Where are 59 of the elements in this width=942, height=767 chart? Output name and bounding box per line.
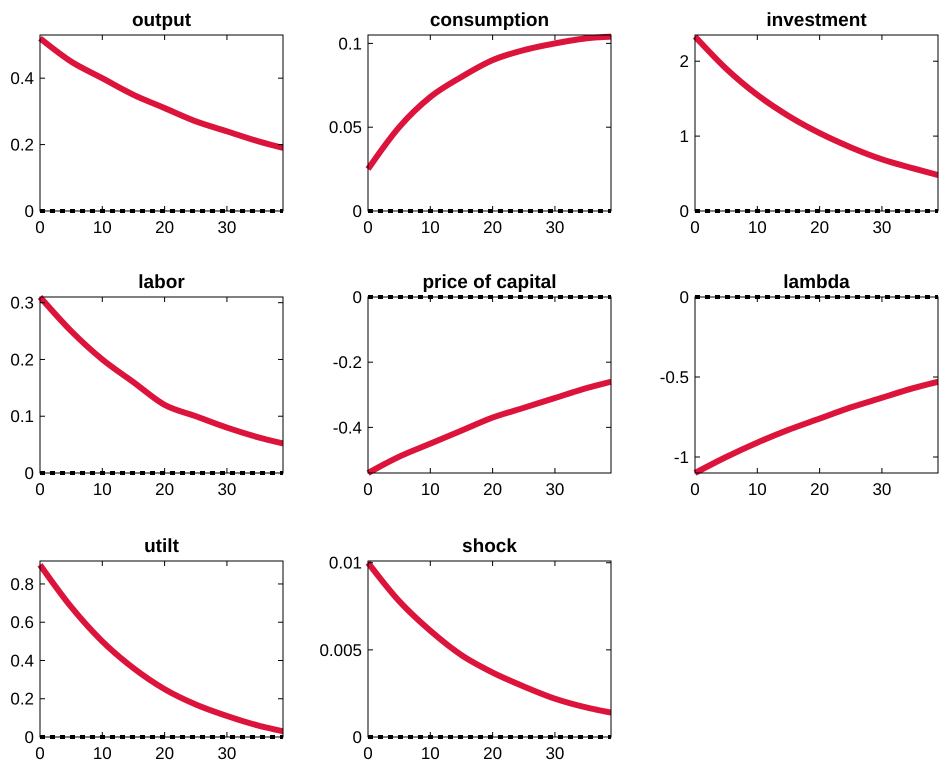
y-tick-label: 0.2 — [10, 350, 34, 370]
y-tick-label: 0 — [24, 202, 34, 221]
y-tick-label: 0 — [352, 288, 362, 307]
y-tick-label: 1 — [680, 127, 689, 146]
chart-title: consumption — [430, 10, 550, 31]
y-tick-label: -1 — [674, 448, 689, 467]
y-tick-label: 0.4 — [10, 651, 34, 670]
x-tick-label: 20 — [483, 218, 502, 237]
y-tick-label: 0.2 — [10, 136, 34, 155]
chart-title: utilt — [144, 536, 180, 557]
x-tick-label: 10 — [420, 744, 440, 763]
y-tick-label: -0.2 — [332, 353, 362, 372]
chart-title: shock — [462, 536, 518, 557]
y-tick-label: 0 — [680, 202, 689, 221]
chart-title: investment — [766, 10, 868, 31]
chart-title: price of capital — [422, 272, 557, 293]
y-tick-label: 2 — [680, 52, 689, 72]
x-tick-label: 20 — [483, 480, 502, 499]
x-tick-label: 20 — [155, 480, 174, 499]
y-tick-label: 0.6 — [10, 613, 34, 632]
y-tick-label: 0.05 — [328, 118, 362, 138]
x-tick-label: 30 — [545, 218, 564, 237]
x-tick-label: 30 — [545, 480, 564, 499]
y-tick-label: 0.4 — [10, 69, 34, 88]
x-tick-label: 10 — [420, 218, 440, 237]
x-tick-label: 20 — [155, 218, 174, 237]
y-tick-label: 0.1 — [338, 34, 362, 54]
x-tick-label: 30 — [872, 218, 892, 237]
x-tick-label: 10 — [92, 480, 112, 499]
x-tick-label: 30 — [217, 744, 236, 763]
y-tick-label: 0.8 — [10, 574, 34, 594]
x-tick-label: 30 — [545, 744, 564, 763]
x-tick-label: 20 — [810, 480, 830, 499]
y-tick-label: 0.2 — [10, 690, 34, 709]
x-tick-label: 10 — [748, 480, 767, 499]
x-tick-label: 30 — [217, 480, 236, 499]
y-tick-label: 0 — [24, 728, 34, 747]
chart-title: output — [132, 10, 192, 31]
y-tick-label: 0.1 — [10, 407, 34, 426]
x-tick-label: 30 — [872, 480, 892, 499]
y-tick-label: -0.4 — [332, 418, 362, 438]
y-tick-label: 0.01 — [328, 554, 362, 573]
y-tick-label: 0.3 — [10, 294, 34, 313]
x-tick-label: 20 — [810, 218, 830, 237]
x-tick-label: 10 — [420, 480, 440, 499]
x-tick-label: 10 — [92, 218, 112, 237]
x-tick-label: 10 — [92, 744, 112, 763]
x-tick-label: 20 — [483, 744, 502, 763]
y-tick-label: 0 — [352, 728, 362, 747]
x-tick-label: 10 — [748, 218, 767, 237]
y-tick-label: 0.005 — [319, 640, 362, 660]
chart-title: lambda — [783, 272, 850, 293]
chart-title: labor — [138, 272, 186, 293]
x-tick-label: 20 — [155, 744, 174, 763]
x-tick-label: 30 — [217, 218, 236, 237]
y-tick-label: 0 — [680, 288, 689, 307]
y-tick-label: 0 — [352, 202, 362, 221]
y-tick-label: 0 — [24, 464, 34, 483]
y-tick-label: -0.5 — [660, 368, 689, 387]
